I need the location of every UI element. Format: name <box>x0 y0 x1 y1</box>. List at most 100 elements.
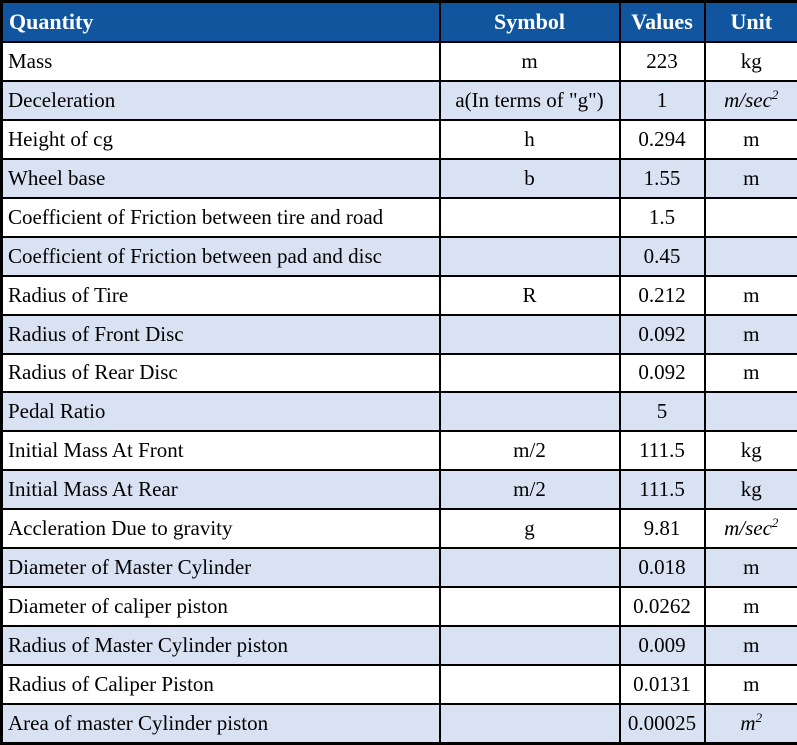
cell-value: 0.009 <box>618 625 706 666</box>
cell-quantity: Radius of Caliper Piston <box>0 664 441 705</box>
unit-superscript: 2 <box>755 709 763 725</box>
unit-text: m/sec <box>724 87 772 112</box>
cell-symbol <box>438 196 621 238</box>
table-row: Diameter of Master Cylinder 0.018 m <box>0 547 797 589</box>
cell-symbol <box>438 391 621 433</box>
unit-text: m <box>743 671 760 696</box>
table-row: Coefficient of Friction between pad and … <box>0 235 797 277</box>
cell-quantity: Area of master Cylinder piston <box>0 702 441 745</box>
cell-unit: m2 <box>703 702 797 745</box>
cell-symbol: h <box>438 118 621 160</box>
cell-unit: m <box>703 625 797 666</box>
cell-quantity: Radius of Front Disc <box>0 313 441 355</box>
table-row: Wheel base b 1.55 m <box>0 157 797 199</box>
unit-text: m <box>743 321 760 346</box>
cell-symbol: b <box>438 157 621 199</box>
cell-value: 0.212 <box>618 274 706 316</box>
table-row: Mass m 223 kg <box>0 41 797 82</box>
header-cell-unit: Unit <box>703 0 797 43</box>
cell-quantity: Height of cg <box>0 118 441 160</box>
cell-quantity: Wheel base <box>0 157 441 199</box>
cell-unit: m <box>703 664 797 705</box>
unit-superscript: 2 <box>771 515 779 531</box>
unit-text: m <box>743 282 760 307</box>
cell-quantity: Initial Mass At Front <box>0 430 441 472</box>
unit-text: m <box>743 126 760 151</box>
table-row: Radius of Front Disc 0.092 m <box>0 313 797 355</box>
table-row: Diameter of caliper piston 0.0262 m <box>0 586 797 628</box>
cell-symbol <box>438 547 621 589</box>
table-row: Radius of Tire R 0.212 m <box>0 274 797 316</box>
cell-quantity: Coefficient of Friction between pad and … <box>0 235 441 277</box>
cell-unit <box>703 391 797 433</box>
cell-unit: m <box>703 352 797 394</box>
cell-symbol: a(In terms of "g") <box>438 79 621 121</box>
cell-value: 0.018 <box>618 547 706 589</box>
cell-symbol: m/2 <box>438 469 621 511</box>
cell-symbol: m/2 <box>438 430 621 472</box>
unit-text: m <box>743 360 760 385</box>
table-body: Mass m 223 kg Deceleration a(In terms of… <box>0 41 797 745</box>
cell-quantity: Coefficient of Friction between tire and… <box>0 196 441 238</box>
unit-text: m <box>743 594 760 619</box>
cell-unit: kg <box>703 469 797 511</box>
table-row: Initial Mass At Front m/2 111.5 kg <box>0 430 797 472</box>
cell-value: 0.0262 <box>618 586 706 628</box>
table-row: Coefficient of Friction between tire and… <box>0 196 797 238</box>
cell-value: 9.81 <box>618 508 706 550</box>
cell-value: 111.5 <box>618 430 706 472</box>
unit-text: m/sec <box>724 516 772 541</box>
cell-value: 223 <box>618 41 706 82</box>
header-cell-quantity: Quantity <box>0 0 441 43</box>
table-row: Accleration Due to gravity g 9.81 m/sec2 <box>0 508 797 550</box>
cell-unit: m <box>703 157 797 199</box>
cell-symbol <box>438 313 621 355</box>
unit-text: m <box>743 633 760 658</box>
cell-unit: m/sec2 <box>703 79 797 121</box>
table-row: Deceleration a(In terms of "g") 1 m/sec2 <box>0 79 797 121</box>
header-cell-values: Values <box>618 0 706 43</box>
unit-superscript: 2 <box>771 86 779 102</box>
cell-symbol <box>438 352 621 394</box>
header-row: Quantity Symbol Values Unit <box>0 0 797 43</box>
cell-quantity: Diameter of Master Cylinder <box>0 547 441 589</box>
cell-value: 5 <box>618 391 706 433</box>
cell-quantity: Radius of Master Cylinder piston <box>0 625 441 666</box>
table-row: Area of master Cylinder piston 0.00025 m… <box>0 702 797 745</box>
cell-unit: m <box>703 118 797 160</box>
cell-quantity: Accleration Due to gravity <box>0 508 441 550</box>
cell-unit <box>703 196 797 238</box>
cell-quantity: Initial Mass At Rear <box>0 469 441 511</box>
cell-quantity: Radius of Tire <box>0 274 441 316</box>
cell-symbol: g <box>438 508 621 550</box>
cell-unit: kg <box>703 430 797 472</box>
cell-symbol <box>438 586 621 628</box>
cell-unit <box>703 235 797 277</box>
cell-value: 0.0131 <box>618 664 706 705</box>
cell-quantity: Deceleration <box>0 79 441 121</box>
cell-quantity: Radius of Rear Disc <box>0 352 441 394</box>
cell-symbol <box>438 235 621 277</box>
cell-value: 0.092 <box>618 352 706 394</box>
table-header: Quantity Symbol Values Unit <box>0 0 797 43</box>
unit-text: m <box>743 555 760 580</box>
cell-symbol <box>438 664 621 705</box>
cell-symbol <box>438 702 621 745</box>
unit-text: m <box>743 165 760 190</box>
unit-text: kg <box>740 477 762 502</box>
table-row: Radius of Master Cylinder piston 0.009 m <box>0 625 797 666</box>
unit-text: m <box>740 710 756 735</box>
table-row: Initial Mass At Rear m/2 111.5 kg <box>0 469 797 511</box>
table-row: Height of cg h 0.294 m <box>0 118 797 160</box>
cell-symbol: m <box>438 41 621 82</box>
table-row: Pedal Ratio 5 <box>0 391 797 433</box>
cell-unit: m <box>703 274 797 316</box>
cell-value: 1.5 <box>618 196 706 238</box>
cell-value: 0.092 <box>618 313 706 355</box>
cell-symbol <box>438 625 621 666</box>
cell-value: 0.00025 <box>618 702 706 745</box>
table-row: Radius of Caliper Piston 0.0131 m <box>0 664 797 705</box>
cell-value: 0.294 <box>618 118 706 160</box>
unit-text: kg <box>740 48 762 73</box>
